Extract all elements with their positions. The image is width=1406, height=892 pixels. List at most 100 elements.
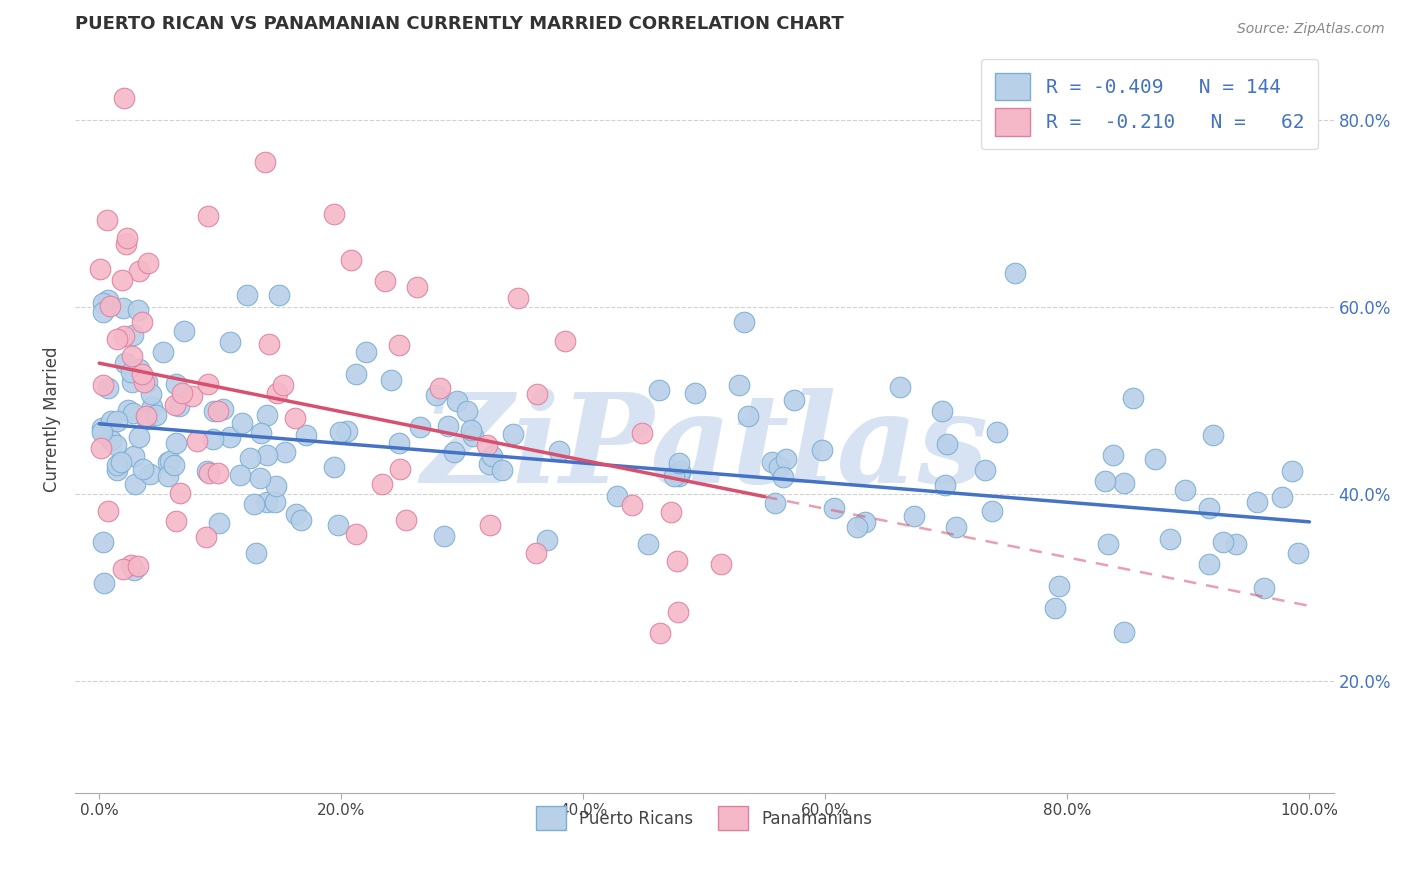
Point — [156, 469, 179, 483]
Point — [1174, 483, 1197, 498]
Point — [425, 387, 447, 401]
Point — [772, 470, 794, 484]
Point — [329, 425, 352, 439]
Point — [554, 334, 576, 348]
Point — [165, 436, 187, 450]
Point — [163, 458, 186, 472]
Point — [156, 455, 179, 469]
Point — [323, 460, 346, 475]
Point — [91, 378, 114, 392]
Point — [1122, 391, 1144, 405]
Point — [1047, 580, 1070, 594]
Point — [506, 291, 529, 305]
Point — [105, 458, 128, 472]
Point — [683, 386, 706, 401]
Point — [163, 398, 186, 412]
Point — [112, 328, 135, 343]
Point — [141, 387, 163, 401]
Point — [122, 449, 145, 463]
Point — [284, 411, 307, 425]
Point — [1094, 475, 1116, 489]
Point — [231, 416, 253, 430]
Point — [637, 537, 659, 551]
Point — [344, 367, 367, 381]
Point — [647, 383, 669, 397]
Point — [669, 464, 692, 478]
Point — [336, 425, 359, 439]
Point — [1212, 535, 1234, 549]
Point — [120, 558, 142, 573]
Point — [127, 302, 149, 317]
Point — [100, 414, 122, 428]
Point — [295, 428, 318, 442]
Point — [668, 456, 690, 470]
Point — [91, 420, 114, 434]
Point — [173, 324, 195, 338]
Point — [290, 513, 312, 527]
Text: ZiPatlas: ZiPatlas — [420, 388, 988, 510]
Point — [93, 575, 115, 590]
Point — [374, 274, 396, 288]
Point — [98, 299, 121, 313]
Point — [354, 345, 377, 359]
Point — [388, 462, 411, 476]
Point — [1225, 537, 1247, 551]
Point — [264, 494, 287, 508]
Point — [105, 463, 128, 477]
Point — [481, 449, 503, 463]
Point — [105, 332, 128, 346]
Y-axis label: Currently Married: Currently Married — [44, 346, 60, 491]
Point — [1246, 494, 1268, 508]
Point — [115, 230, 138, 244]
Point — [121, 328, 143, 343]
Point — [1198, 501, 1220, 516]
Point — [165, 514, 187, 528]
Point — [256, 495, 278, 509]
Point — [197, 209, 219, 223]
Point — [388, 338, 411, 352]
Point — [526, 387, 548, 401]
Point — [845, 520, 868, 534]
Point — [443, 444, 465, 458]
Point — [936, 437, 959, 451]
Point — [115, 236, 138, 251]
Point — [475, 438, 498, 452]
Point — [823, 500, 845, 515]
Point — [100, 433, 122, 447]
Point — [783, 393, 806, 408]
Point — [90, 425, 112, 440]
Point — [1114, 475, 1136, 490]
Point — [218, 430, 240, 444]
Point — [323, 207, 346, 221]
Point — [344, 527, 367, 541]
Point — [135, 375, 157, 389]
Point — [120, 366, 142, 380]
Point — [668, 468, 690, 483]
Point — [974, 463, 997, 477]
Point — [761, 455, 783, 469]
Point — [1102, 448, 1125, 462]
Point — [433, 528, 456, 542]
Point — [112, 301, 135, 316]
Point — [945, 520, 967, 534]
Point — [606, 489, 628, 503]
Point — [477, 457, 499, 471]
Point — [114, 356, 136, 370]
Point — [131, 368, 153, 382]
Point — [326, 518, 349, 533]
Point — [267, 288, 290, 302]
Point — [219, 335, 242, 350]
Point — [249, 471, 271, 485]
Point — [136, 256, 159, 270]
Point — [91, 305, 114, 319]
Point — [250, 425, 273, 440]
Point — [1159, 532, 1181, 546]
Point — [1004, 266, 1026, 280]
Point — [429, 381, 451, 395]
Point — [903, 509, 925, 524]
Point — [124, 477, 146, 491]
Point — [242, 498, 264, 512]
Point — [1198, 558, 1220, 572]
Point — [631, 425, 654, 440]
Point — [502, 426, 524, 441]
